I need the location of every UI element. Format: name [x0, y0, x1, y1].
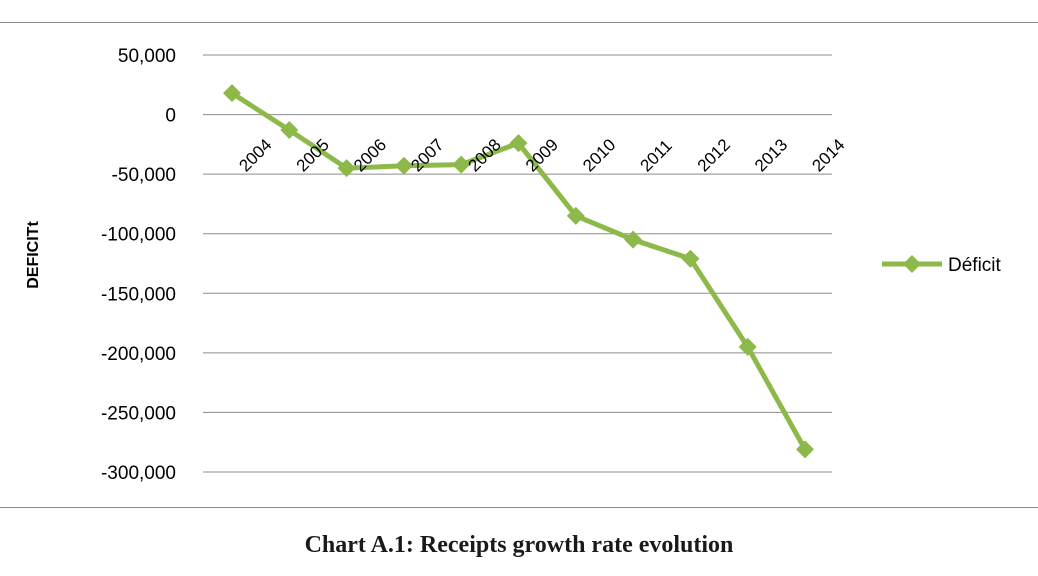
y-tick-label: -200,000: [101, 344, 176, 365]
x-tick-label: 2007: [407, 135, 447, 175]
y-tick-labels: 50,000 0 -50,000 -100,000 -150,000 -200,000 -2…: [101, 46, 176, 484]
y-tick-label: -50,000: [112, 165, 176, 186]
data-point: [452, 155, 471, 174]
data-point: [738, 337, 757, 356]
x-tick-label: 2012: [694, 135, 734, 175]
x-tick-label: 2014: [808, 135, 848, 175]
x-tick-label: 2010: [579, 135, 619, 175]
data-point: [566, 206, 585, 225]
line-chart: 50,000 0 -50,000 -100,000 -150,000 -200,000 -2…: [25, 46, 1002, 484]
legend-marker: [903, 255, 921, 273]
y-tick-label: 0: [165, 106, 176, 127]
data-point: [509, 134, 528, 153]
grid-lines: [203, 54, 832, 473]
x-tick-label: 2008: [465, 135, 505, 175]
y-tick-label: -300,000: [101, 463, 176, 484]
data-point: [223, 84, 241, 103]
x-tick-label: 2004: [235, 135, 275, 175]
data-point: [681, 249, 700, 268]
data-point: [796, 440, 814, 459]
y-tick-label: -250,000: [101, 403, 176, 424]
legend-label: Déficit: [948, 255, 1002, 276]
y-tick-label: 50,000: [118, 46, 176, 67]
data-point: [280, 121, 299, 140]
data-point: [337, 159, 356, 178]
legend: Déficit: [882, 255, 1002, 276]
data-point: [624, 230, 643, 249]
y-axis-label: DEFICITt: [25, 221, 42, 289]
y-tick-label: -100,000: [101, 225, 176, 246]
chart-caption: Chart A.1: Receipts growth rate evolutio…: [304, 532, 734, 558]
series-lines: [223, 84, 814, 459]
x-tick-label: 2013: [751, 135, 791, 175]
y-tick-label: -150,000: [101, 284, 176, 305]
data-point: [394, 156, 413, 175]
chart-frame: [0, 22, 1038, 508]
x-tick-label: 2011: [636, 136, 675, 175]
